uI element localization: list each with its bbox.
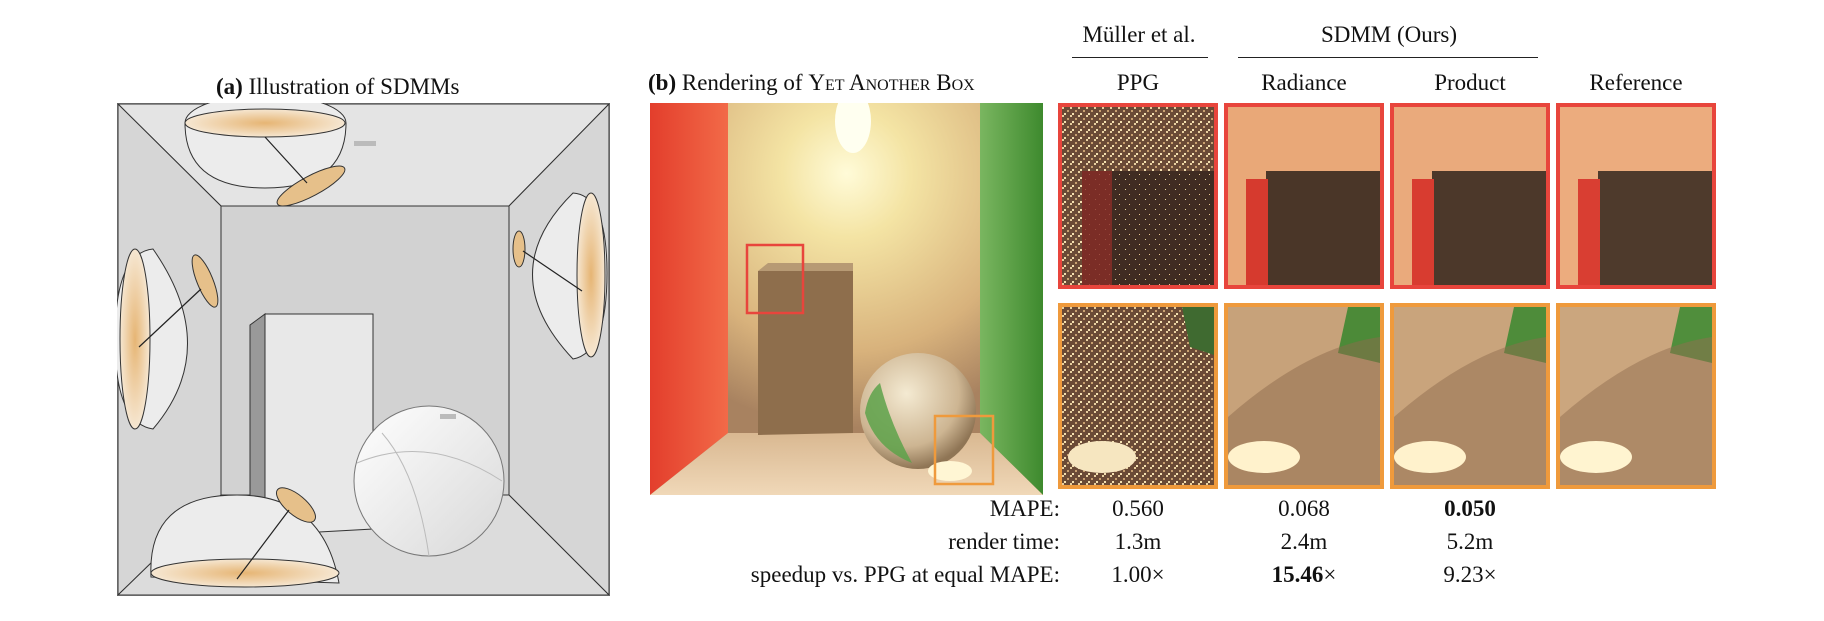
crop-red-ppg bbox=[1058, 103, 1218, 289]
panel-a-title: Illustration of SDMMs bbox=[248, 74, 460, 99]
main-render-image bbox=[650, 103, 1043, 495]
metric-label-speedup: speedup vs. PPG at equal MAPE: bbox=[750, 562, 1060, 587]
bottom-lobe-arrow bbox=[236, 509, 290, 580]
glass-sphere bbox=[353, 405, 505, 557]
red-inset-marker bbox=[745, 243, 805, 315]
sphere-highlight bbox=[440, 414, 456, 419]
crop-orange-product bbox=[1390, 303, 1550, 489]
crop-red-radiance bbox=[1224, 103, 1384, 289]
speedup-ppg-suffix: × bbox=[1151, 562, 1165, 587]
header-sdmm: SDMM (Ours) bbox=[1320, 22, 1458, 47]
left-lobe-fill bbox=[119, 248, 151, 430]
right-lobe-arrow bbox=[522, 250, 583, 292]
panel-a-caption: (a) Illustration of SDMMs bbox=[216, 74, 459, 100]
render-box-side bbox=[758, 263, 853, 271]
panel-b-title: Rendering of bbox=[681, 70, 803, 95]
speedup-radiance: 15.46 bbox=[1271, 562, 1324, 587]
panel-b-caption: (b) Rendering of Yet Another Box bbox=[648, 70, 975, 96]
render-time-ppg: 1.3m bbox=[1114, 529, 1162, 554]
metric-label-render-time: render time: bbox=[948, 529, 1060, 554]
mape-radiance: 0.068 bbox=[1278, 496, 1330, 521]
bottom-lobe-disk bbox=[276, 487, 316, 523]
metric-label-mape: MAPE: bbox=[989, 496, 1060, 521]
left-lobe-arrow bbox=[138, 288, 202, 348]
crop-orange-radiance bbox=[1224, 303, 1384, 489]
column-header-reference: Reference bbox=[1589, 70, 1683, 95]
top-lobe-fill bbox=[184, 108, 346, 138]
render-time-product: 5.2m bbox=[1446, 529, 1494, 554]
render-red-wall bbox=[650, 103, 728, 495]
render-box-front bbox=[758, 271, 853, 435]
panel-b-scene-name: Yet Another Box bbox=[808, 70, 975, 95]
sphere-equator bbox=[356, 450, 503, 482]
speedup-product: 9.23 bbox=[1443, 562, 1484, 587]
speedup-radiance-suffix: × bbox=[1323, 562, 1337, 587]
mape-ppg: 0.560 bbox=[1112, 496, 1164, 521]
top-lobe-marker bbox=[354, 141, 376, 146]
muller-rule bbox=[1072, 57, 1208, 58]
sdmm-rule bbox=[1238, 57, 1538, 58]
speedup-radiance-cell: 15.46× bbox=[1224, 562, 1384, 588]
column-header-product: Product bbox=[1434, 70, 1506, 95]
speedup-product-cell: 9.23× bbox=[1390, 562, 1550, 588]
right-lobe-disk bbox=[512, 230, 526, 268]
crop-orange-reference bbox=[1556, 303, 1716, 489]
header-muller: Müller et al. bbox=[1082, 22, 1196, 47]
crop-orange-ppg bbox=[1058, 303, 1218, 489]
panel-a-label: (a) bbox=[216, 74, 243, 99]
mape-product: 0.050 bbox=[1444, 496, 1496, 521]
orange-inset-marker bbox=[933, 414, 995, 486]
render-sphere-green bbox=[865, 383, 912, 463]
column-header-ppg: PPG bbox=[1116, 70, 1160, 95]
left-lobe-disk bbox=[191, 254, 219, 308]
right-lobe-fill bbox=[576, 192, 606, 358]
render-green-wall bbox=[980, 103, 1043, 495]
column-header-radiance: Radiance bbox=[1261, 70, 1347, 95]
speedup-ppg-cell: 1.00× bbox=[1058, 562, 1218, 588]
crop-red-product bbox=[1390, 103, 1550, 289]
render-time-radiance: 2.4m bbox=[1280, 529, 1328, 554]
crop-red-reference bbox=[1556, 103, 1716, 289]
render-light-source bbox=[835, 103, 871, 153]
speedup-product-suffix: × bbox=[1483, 562, 1497, 587]
top-lobe-arrow bbox=[264, 136, 308, 184]
render-caustic bbox=[928, 461, 972, 481]
panel-b-label: (b) bbox=[648, 70, 677, 95]
sdmm-illustration bbox=[117, 103, 610, 596]
sphere-meridian bbox=[381, 432, 430, 557]
bottom-lobe-fill bbox=[150, 558, 340, 588]
speedup-ppg: 1.00 bbox=[1111, 562, 1152, 587]
top-lobe-disk bbox=[276, 165, 346, 207]
